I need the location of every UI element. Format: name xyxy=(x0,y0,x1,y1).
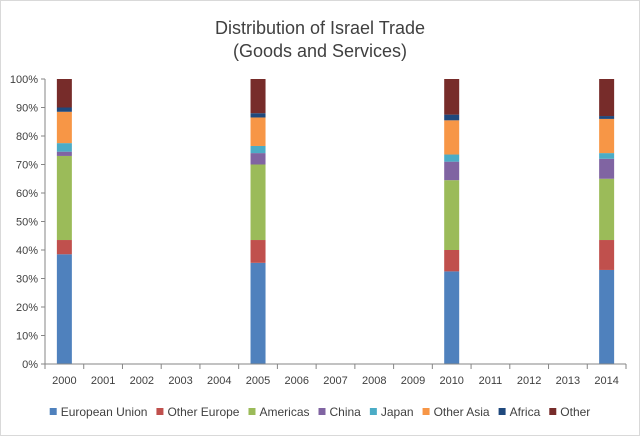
bar-segment-european-union xyxy=(250,262,266,364)
y-tick-label: 70% xyxy=(16,160,38,172)
legend-label: Other xyxy=(560,405,590,419)
legend-swatch xyxy=(369,408,377,415)
legend-swatch xyxy=(549,408,557,415)
bar-segment-china xyxy=(56,151,72,156)
legend-label: European Union xyxy=(61,405,148,419)
bars xyxy=(56,79,615,364)
bar-segment-other-europe xyxy=(599,240,615,270)
legend-item: Americas xyxy=(248,405,310,419)
bar-segment-japan xyxy=(599,153,615,159)
legend-swatch xyxy=(248,408,256,415)
bar-segment-other-asia xyxy=(599,118,615,154)
x-tick-label: 2013 xyxy=(556,375,580,387)
bar-segment-european-union xyxy=(444,271,460,364)
bar-segment-china xyxy=(444,161,460,181)
chart-title-line-2: (Goods and Services) xyxy=(232,41,408,61)
bar-segment-other xyxy=(444,79,460,115)
x-axis: 2000 2001 2002 2003 2004 2005 2006 2007 2008 2009… xyxy=(44,363,627,387)
legend-item: Other Europe xyxy=(156,405,240,419)
x-tick-label: 2001 xyxy=(91,375,115,387)
y-tick-label: 60% xyxy=(16,188,38,200)
x-tick-label: 2009 xyxy=(401,375,425,387)
bar-segment-africa xyxy=(56,107,72,112)
bar-segment-japan xyxy=(56,143,72,152)
x-tick-label: 2006 xyxy=(285,375,309,387)
legend-swatch xyxy=(49,408,57,415)
y-tick-label: 10% xyxy=(16,331,38,343)
legend-label: China xyxy=(330,405,362,419)
x-tick-label: 2005 xyxy=(246,375,270,387)
y-tick-label: 100% xyxy=(10,74,38,86)
legend: European Union Other Europe Americas China J… xyxy=(49,405,590,419)
y-tick-label: 0% xyxy=(22,359,38,371)
legend-swatch xyxy=(156,408,164,415)
legend-item: Japan xyxy=(369,405,414,419)
y-tick-label: 30% xyxy=(16,274,38,286)
x-tick-label: 2014 xyxy=(594,375,618,387)
bar-segment-americas xyxy=(444,180,460,250)
bar-segment-other-europe xyxy=(56,240,72,255)
bar-segment-africa xyxy=(444,114,460,121)
legend-item: Other Asia xyxy=(422,405,490,419)
bar-segment-european-union xyxy=(56,254,72,364)
bar-segment-china xyxy=(250,153,266,165)
bar-segment-china xyxy=(599,158,615,179)
legend-swatch xyxy=(422,408,430,415)
bar-segment-americas xyxy=(56,155,72,241)
bar-segment-other-asia xyxy=(250,117,266,146)
bar-segment-americas xyxy=(250,164,266,241)
y-tick-label: 20% xyxy=(16,302,38,314)
bar-segment-other xyxy=(250,79,266,114)
x-tick-label: 2004 xyxy=(207,375,231,387)
bar-segment-other xyxy=(599,79,615,117)
legend-label: Japan xyxy=(381,405,414,419)
bar-segment-other xyxy=(56,79,72,108)
bar-segment-japan xyxy=(444,154,460,162)
x-tick-label: 2000 xyxy=(52,375,76,387)
legend-label: Other Asia xyxy=(434,405,490,419)
x-tick-label: 2003 xyxy=(168,375,192,387)
x-tick-label: 2010 xyxy=(439,375,463,387)
legend-item: European Union xyxy=(49,405,148,419)
legend-swatch xyxy=(498,408,506,415)
legend-item: China xyxy=(318,405,362,419)
bar-segment-european-union xyxy=(599,269,615,364)
bar-segment-japan xyxy=(250,145,266,154)
y-tick-label: 50% xyxy=(16,217,38,229)
bar-segment-africa xyxy=(599,116,615,119)
bar-segment-africa xyxy=(250,113,266,118)
bar-segment-americas xyxy=(599,178,615,241)
bar-segment-other-asia xyxy=(56,111,72,144)
legend-label: Africa xyxy=(510,405,541,419)
bar-segment-other-asia xyxy=(444,120,460,155)
x-tick-label: 2011 xyxy=(479,375,503,387)
legend-label: Other Europe xyxy=(167,405,239,419)
x-tick-label: 2012 xyxy=(517,375,541,387)
x-tick-label: 2007 xyxy=(323,375,347,387)
legend-item: Africa xyxy=(498,405,541,419)
chart-title-line-1: Distribution of Israel Trade xyxy=(214,18,426,38)
y-axis: 0% 10% 20% 30% 40% 50% 60% 70% 80% 90% 100% xyxy=(10,74,46,371)
y-tick-label: 40% xyxy=(16,245,38,257)
y-tick-label: 80% xyxy=(16,131,38,143)
legend-swatch xyxy=(318,408,326,415)
legend-item: Other xyxy=(549,405,590,419)
legend-label: Americas xyxy=(259,405,309,419)
bar-segment-other-europe xyxy=(250,240,266,263)
y-tick-label: 90% xyxy=(16,103,38,115)
bar-segment-other-europe xyxy=(444,250,460,272)
x-tick-label: 2002 xyxy=(130,375,154,387)
x-tick-label: 2008 xyxy=(362,375,386,387)
